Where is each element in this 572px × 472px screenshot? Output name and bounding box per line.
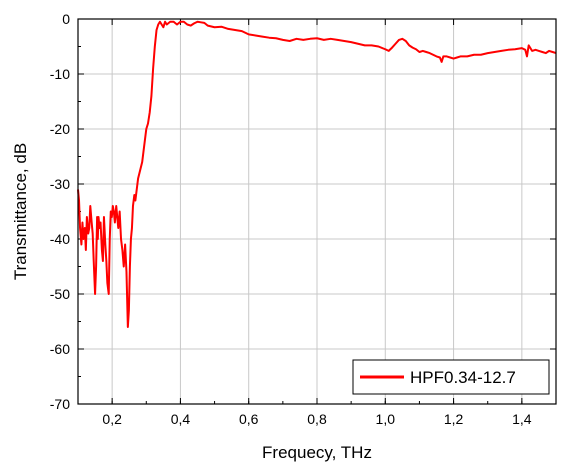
legend-label: HPF0.34-12.7	[410, 368, 516, 387]
y-tick-label: -70	[50, 396, 70, 412]
x-tick-label: 0,6	[239, 411, 259, 427]
y-tick-label: -50	[50, 286, 70, 302]
series-layer	[77, 20, 557, 328]
grid-lines	[78, 19, 556, 404]
x-axis-title: Frequecy, THz	[262, 443, 372, 462]
x-tick-label: 1,4	[512, 411, 532, 427]
y-tick-label: -10	[50, 66, 70, 82]
y-tick-label: -60	[50, 341, 70, 357]
y-tick-label: -40	[50, 231, 70, 247]
plot-frame	[77, 18, 557, 405]
y-tick-label: 0	[62, 11, 70, 27]
x-tick-label: 1,0	[376, 411, 396, 427]
x-tick-label: 1,2	[444, 411, 464, 427]
y-tick-label: -20	[50, 121, 70, 137]
y-tick-label: -30	[50, 176, 70, 192]
x-tick-label: 0,4	[171, 411, 191, 427]
x-tick-label: 0,2	[102, 411, 122, 427]
x-tick-label: 0,8	[307, 411, 327, 427]
y-axis-title: Transmittance, dB	[11, 143, 30, 280]
legend: HPF0.34-12.7	[352, 359, 550, 395]
series-line	[77, 20, 557, 328]
tick-labels: 0,2 0,4 0,6 0,8 1,0 1,2 1,4 0 -10 -20 -30 -40 -50 -60…	[50, 11, 532, 427]
